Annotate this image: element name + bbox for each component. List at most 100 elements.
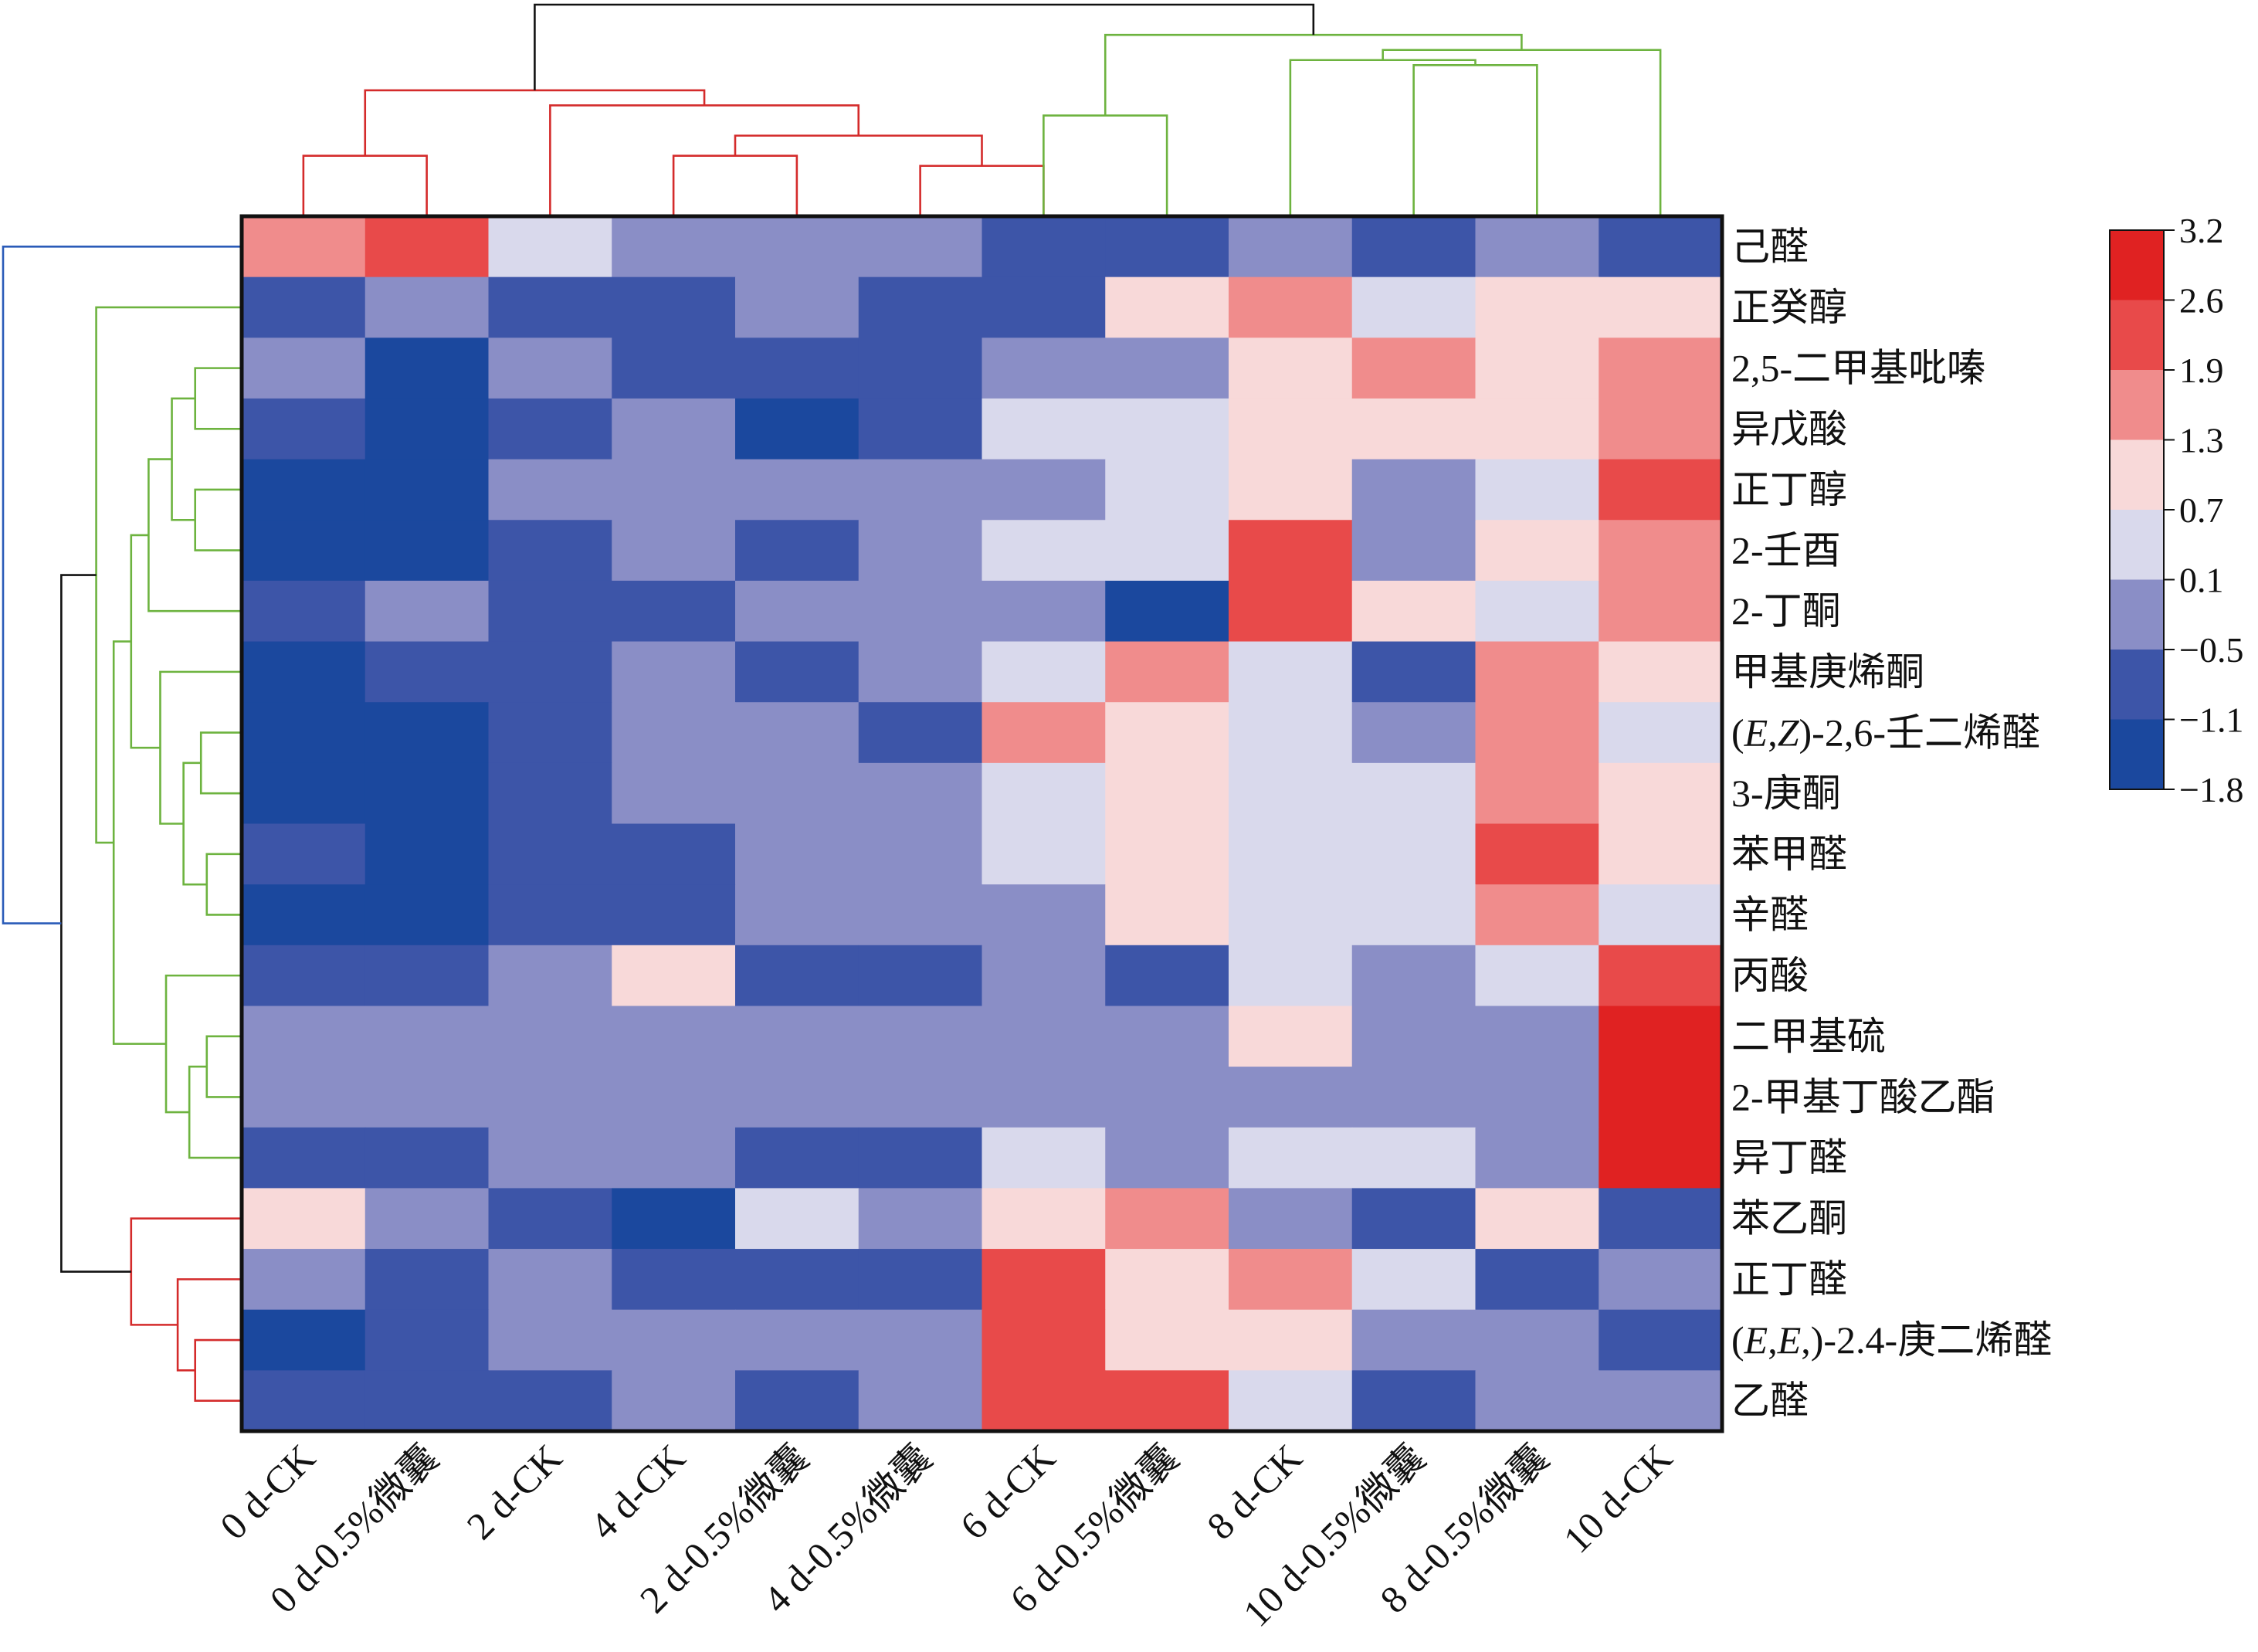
heatmap-cell bbox=[1475, 762, 1599, 825]
heatmap-cell bbox=[735, 338, 859, 399]
heatmap-cell bbox=[1229, 641, 1353, 703]
heatmap-cell bbox=[1229, 1067, 1353, 1128]
heatmap-cell bbox=[1351, 1067, 1477, 1128]
heatmap-cell bbox=[735, 459, 859, 521]
heatmap-cell bbox=[364, 580, 490, 643]
heatmap-cell bbox=[1351, 762, 1477, 825]
heatmap-cell bbox=[1475, 884, 1599, 946]
heatmap-cell bbox=[982, 1127, 1106, 1189]
heatmap-cell bbox=[1599, 1249, 1723, 1311]
heatmap-cell bbox=[1475, 641, 1599, 703]
heatmap-cell bbox=[1229, 823, 1353, 885]
heatmap-cell bbox=[1351, 1006, 1477, 1067]
legend-tick-label: −1.1 bbox=[2179, 700, 2243, 740]
heatmap-cell bbox=[242, 398, 366, 460]
heatmap-cell bbox=[735, 1249, 859, 1311]
heatmap-cell bbox=[612, 641, 736, 703]
heatmap-cell bbox=[982, 884, 1106, 946]
heatmap-cell bbox=[1475, 216, 1599, 278]
row-label: (E,Z)-2,6-壬二烯醛 bbox=[1731, 711, 2040, 755]
heatmap-cell bbox=[1475, 276, 1599, 338]
heatmap-cell bbox=[612, 884, 736, 946]
heatmap-cell bbox=[488, 1067, 612, 1128]
heatmap-cell bbox=[1599, 1188, 1723, 1250]
column-labels: 0 d-CK0 d-0.5%微囊 2 d-CK 4 d-CK2 d-0.5%微囊4 … bbox=[212, 1436, 1680, 1635]
heatmap-cell bbox=[1475, 398, 1599, 460]
heatmap-cell bbox=[858, 1309, 983, 1371]
heatmap-cell bbox=[858, 884, 983, 946]
heatmap-cell bbox=[488, 1188, 612, 1250]
heatmap-cell bbox=[242, 884, 366, 946]
dendrogram-branch bbox=[194, 367, 242, 430]
heatmap-cell bbox=[242, 1370, 366, 1432]
heatmap-cell bbox=[1229, 216, 1353, 278]
row-label: 甲基庚烯酮 bbox=[1731, 650, 1924, 694]
legend-swatch bbox=[2110, 510, 2164, 581]
dendrogram-branch bbox=[176, 1278, 242, 1372]
heatmap-cell bbox=[1229, 1127, 1353, 1189]
heatmap-cell bbox=[612, 823, 736, 885]
heatmap-cell bbox=[1229, 884, 1353, 946]
column-label: 10 d-CK bbox=[1555, 1436, 1680, 1561]
heatmap-cell bbox=[612, 459, 736, 521]
column-label: 6 d-CK bbox=[951, 1436, 1063, 1548]
heatmap-cell bbox=[735, 884, 859, 946]
heatmap-cell bbox=[488, 1127, 612, 1189]
heatmap-cell bbox=[488, 884, 612, 946]
heatmap-cell bbox=[982, 702, 1106, 764]
heatmap-cell bbox=[1105, 641, 1229, 703]
heatmap-cell bbox=[242, 338, 366, 399]
heatmap-cell bbox=[982, 216, 1106, 278]
dendrogram-branch bbox=[130, 534, 161, 749]
heatmap-cell bbox=[364, 276, 490, 338]
heatmap-cell bbox=[1351, 823, 1477, 885]
heatmap-cell bbox=[612, 762, 736, 825]
heatmap-cell bbox=[982, 1067, 1106, 1128]
dendrogram-branch bbox=[164, 974, 242, 1114]
dendrogram-branch bbox=[734, 134, 983, 166]
heatmap-cell bbox=[1599, 520, 1723, 582]
heatmap-cell bbox=[1475, 702, 1599, 764]
heatmap-cell bbox=[242, 216, 366, 278]
heatmap-cell bbox=[242, 945, 366, 1007]
heatmap-cell bbox=[1351, 1249, 1477, 1311]
heatmap-cell bbox=[735, 520, 859, 582]
heatmap-cell bbox=[1599, 1127, 1723, 1189]
heatmap-cell bbox=[1475, 580, 1599, 643]
heatmap-cell bbox=[488, 1006, 612, 1067]
heatmap-cell bbox=[1105, 338, 1229, 399]
row-dendrogram bbox=[2, 246, 242, 1402]
heatmap-cell bbox=[1229, 459, 1353, 521]
heatmap-cell bbox=[1105, 702, 1229, 764]
heatmap-cell bbox=[612, 1249, 736, 1311]
row-label: 辛醛 bbox=[1731, 893, 1809, 936]
dendrogram-branch bbox=[672, 154, 798, 216]
heatmap-cell bbox=[858, 216, 983, 278]
heatmap-cell bbox=[364, 1067, 490, 1128]
column-dendrogram bbox=[302, 3, 1662, 216]
heatmap-cell bbox=[982, 1370, 1106, 1432]
row-label: 乙醛 bbox=[1731, 1379, 1809, 1423]
dendrogram-branch bbox=[205, 853, 242, 916]
row-label: 正丁醛 bbox=[1731, 1257, 1847, 1301]
dendrogram-branch bbox=[1043, 114, 1168, 216]
dendrogram-branch bbox=[919, 165, 1045, 216]
heatmap-cells bbox=[242, 216, 1723, 1432]
legend-tick-label: −0.5 bbox=[2179, 630, 2243, 670]
heatmap-cell bbox=[364, 398, 490, 460]
row-label: 2-壬酉 bbox=[1731, 529, 1841, 572]
heatmap-cell bbox=[488, 641, 612, 703]
heatmap-cell bbox=[364, 641, 490, 703]
heatmap-cell bbox=[735, 762, 859, 825]
heatmap-cell bbox=[982, 1188, 1106, 1250]
heatmap-cell bbox=[735, 398, 859, 460]
heatmap-cell bbox=[242, 1309, 366, 1371]
row-label: 苯甲醛 bbox=[1731, 833, 1847, 876]
heatmap-cell bbox=[1475, 1188, 1599, 1250]
heatmap-cell bbox=[1599, 580, 1723, 643]
legend-tick-label: 1.9 bbox=[2179, 351, 2224, 390]
heatmap-cell bbox=[488, 520, 612, 582]
heatmap-cell bbox=[488, 459, 612, 521]
